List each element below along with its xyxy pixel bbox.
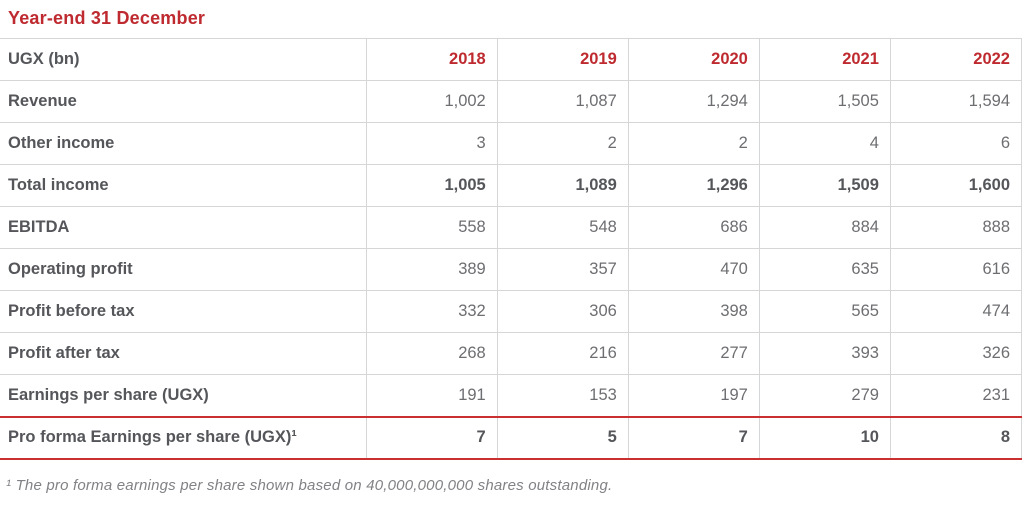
value-cell: 558 bbox=[365, 206, 498, 249]
footnote: ¹ The pro forma earnings per share shown… bbox=[6, 476, 613, 494]
value-cell: 686 bbox=[627, 206, 760, 249]
value-cell: 398 bbox=[627, 290, 760, 333]
table-header-year-2018: 2018 bbox=[365, 38, 498, 81]
value-cell: 1,296 bbox=[627, 164, 760, 207]
value-cell: 7 bbox=[365, 416, 498, 459]
table-row-revenue: Revenue 1,002 1,087 1,294 1,505 1,594 bbox=[0, 80, 1023, 123]
value-cell: 616 bbox=[889, 248, 1023, 291]
value-cell: 191 bbox=[365, 374, 498, 417]
value-cell: 10 bbox=[758, 416, 891, 459]
table-header-year-2021: 2021 bbox=[758, 38, 891, 81]
table-header-year-2020: 2020 bbox=[627, 38, 760, 81]
value-cell: 306 bbox=[496, 290, 629, 333]
value-cell: 1,087 bbox=[496, 80, 629, 123]
value-cell: 357 bbox=[496, 248, 629, 291]
value-cell: 1,005 bbox=[365, 164, 498, 207]
table-row-profit-before-tax: Profit before tax 332 306 398 565 474 bbox=[0, 290, 1023, 333]
value-cell: 1,509 bbox=[758, 164, 891, 207]
row-label: Earnings per share (UGX) bbox=[8, 385, 209, 404]
row-label: Operating profit bbox=[8, 260, 133, 278]
value-cell: 1,600 bbox=[889, 164, 1023, 207]
value-cell: 1,089 bbox=[496, 164, 629, 207]
value-cell: 268 bbox=[365, 332, 498, 375]
value-cell: 389 bbox=[365, 248, 498, 291]
table-row-pro-forma-eps: Pro forma Earnings per share (UGX)¹ 7 5 … bbox=[0, 416, 1023, 459]
table-row-total-income: Total income 1,005 1,089 1,296 1,509 1,6… bbox=[0, 164, 1023, 207]
page-title: Year-end 31 December bbox=[8, 8, 206, 28]
value-cell: 4 bbox=[758, 122, 891, 165]
value-cell: 1,002 bbox=[365, 80, 498, 123]
row-label: Other income bbox=[8, 134, 115, 152]
value-cell: 548 bbox=[496, 206, 629, 249]
row-label: Pro forma Earnings per share (UGX)¹ bbox=[8, 428, 297, 446]
value-cell: 2 bbox=[496, 122, 629, 165]
table-row-operating-profit: Operating profit 389 357 470 635 616 bbox=[0, 248, 1023, 291]
value-cell: 197 bbox=[627, 374, 760, 417]
table-row-ebitda: EBITDA 558 548 686 884 888 bbox=[0, 206, 1023, 249]
table-header-unit-label: UGX (bn) bbox=[8, 50, 80, 68]
value-cell: 1,594 bbox=[889, 80, 1023, 123]
row-label: Revenue bbox=[8, 92, 77, 110]
value-cell: 1,294 bbox=[627, 80, 760, 123]
value-cell: 565 bbox=[758, 290, 891, 333]
page: Year-end 31 December UGX (bn) 2018 2019 … bbox=[0, 8, 1024, 505]
value-cell: 884 bbox=[758, 206, 891, 249]
value-cell: 2 bbox=[627, 122, 760, 165]
value-cell: 216 bbox=[496, 332, 629, 375]
table-row-profit-after-tax: Profit after tax 268 216 277 393 326 bbox=[0, 332, 1023, 375]
value-cell: 470 bbox=[627, 248, 760, 291]
value-cell: 332 bbox=[365, 290, 498, 333]
table-row-other-income: Other income 3 2 2 4 6 bbox=[0, 122, 1023, 165]
value-cell: 393 bbox=[758, 332, 891, 375]
value-cell: 277 bbox=[627, 332, 760, 375]
table-header-row: UGX (bn) 2018 2019 2020 2021 2022 bbox=[0, 38, 1023, 81]
row-label: Total income bbox=[8, 176, 109, 194]
value-cell: 8 bbox=[889, 416, 1023, 459]
value-cell: 6 bbox=[889, 122, 1023, 165]
value-cell: 5 bbox=[496, 416, 629, 459]
row-label: EBITDA bbox=[8, 218, 70, 236]
value-cell: 3 bbox=[365, 122, 498, 165]
value-cell: 153 bbox=[496, 374, 629, 417]
value-cell: 326 bbox=[889, 332, 1023, 375]
table-row-earnings-per-share: Earnings per share (UGX) 191 153 197 279… bbox=[0, 374, 1023, 417]
row-label: Profit before tax bbox=[8, 302, 135, 320]
table-header-year-2022: 2022 bbox=[889, 38, 1023, 81]
row-label: Profit after tax bbox=[8, 344, 120, 362]
value-cell: 1,505 bbox=[758, 80, 891, 123]
value-cell: 635 bbox=[758, 248, 891, 291]
value-cell: 888 bbox=[889, 206, 1023, 249]
value-cell: 7 bbox=[627, 416, 760, 459]
table-header-year-2019: 2019 bbox=[496, 38, 629, 81]
value-cell: 231 bbox=[889, 374, 1023, 417]
value-cell: 474 bbox=[889, 290, 1023, 333]
value-cell: 279 bbox=[758, 374, 891, 417]
financials-table: UGX (bn) 2018 2019 2020 2021 2022 Revenu… bbox=[0, 38, 1023, 460]
